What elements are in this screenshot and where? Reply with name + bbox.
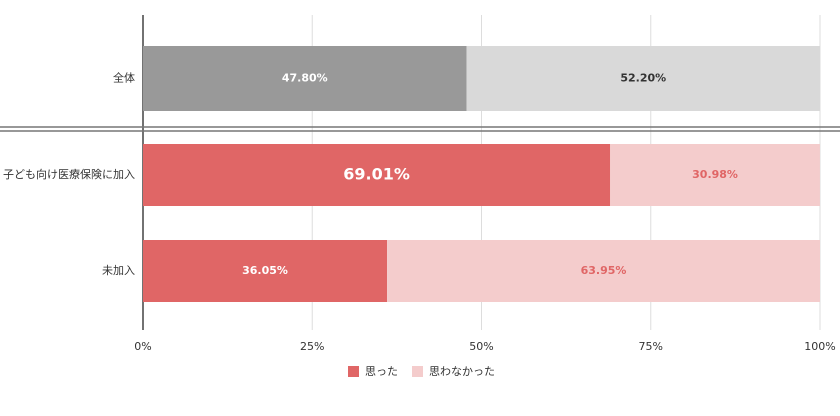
value-label: 47.80% <box>282 72 328 85</box>
value-label: 63.95% <box>581 264 627 277</box>
legend-label: 思わなかった <box>429 365 495 378</box>
x-tick-label: 50% <box>469 340 493 353</box>
legend-swatch <box>412 366 423 377</box>
bar-segment <box>143 240 388 302</box>
y-tick-label: 全体 <box>113 71 135 85</box>
y-tick-label: 未加入 <box>102 264 135 277</box>
bar-segment <box>610 144 820 206</box>
bar-segment <box>466 46 820 111</box>
x-tick-label: 100% <box>804 340 835 353</box>
legend-label: 思った <box>365 365 398 378</box>
value-label: 52.20% <box>620 72 666 85</box>
value-label: 69.01% <box>343 165 410 184</box>
bar-segment <box>143 46 467 111</box>
legend-swatch <box>348 366 359 377</box>
x-tick-label: 0% <box>134 340 151 353</box>
x-tick-label: 75% <box>639 340 663 353</box>
value-label: 30.98% <box>692 168 738 181</box>
y-tick-label: 子ども向け医療保険に加入 <box>3 167 135 181</box>
x-tick-label: 25% <box>300 340 324 353</box>
bar-segment <box>387 240 820 302</box>
bar-segment <box>143 144 611 206</box>
value-label: 36.05% <box>242 264 288 277</box>
